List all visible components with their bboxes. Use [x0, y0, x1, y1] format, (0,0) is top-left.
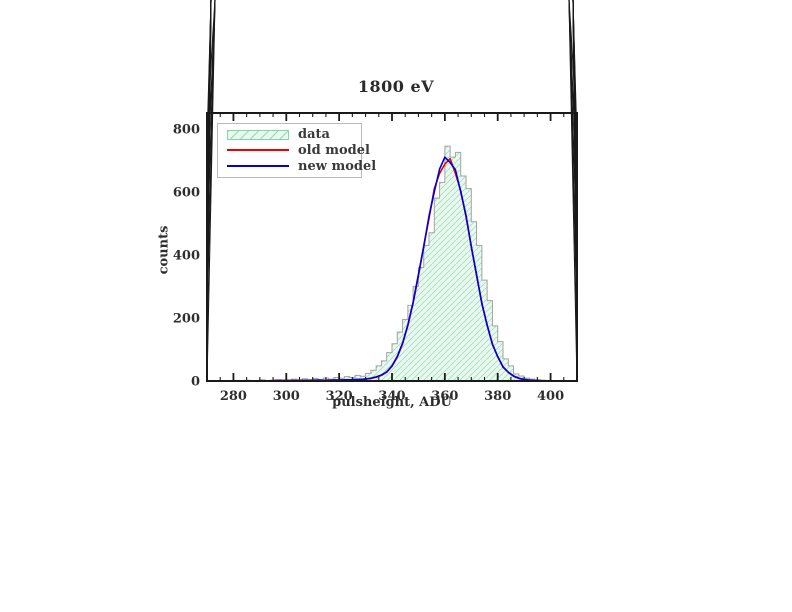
- legend-item-data: data: [227, 127, 355, 142]
- data-hatch-swatch: [227, 129, 289, 140]
- x-axis-label: pulsheight, ADU: [332, 395, 452, 410]
- y-tick-label: 600: [173, 185, 200, 200]
- legend: data old model new model: [217, 123, 376, 178]
- axis-ticks: [206, 0, 578, 382]
- old-model-line-swatch: [227, 149, 289, 152]
- new-model-line-swatch: [227, 165, 289, 168]
- legend-item-new-model: new model: [227, 159, 376, 174]
- y-tick-label: 400: [173, 248, 200, 263]
- y-tick-label: 200: [173, 311, 200, 326]
- legend-label: old model: [298, 142, 370, 158]
- x-tick-label: 320: [326, 389, 353, 404]
- x-tick-label: 380: [484, 389, 511, 404]
- chart-title: 1800 eV: [357, 77, 435, 96]
- x-tick-label: 340: [378, 389, 405, 404]
- tick-labels: 280 300 320 340 360 380 400 0 200 400 600 800: [173, 122, 564, 404]
- x-tick-label: 300: [273, 389, 300, 404]
- y-tick-label: 0: [191, 375, 200, 390]
- x-tick-label: 400: [537, 389, 564, 404]
- legend-item-old-model: old model: [227, 143, 370, 158]
- data-histogram: [208, 145, 576, 381]
- x-tick-label: 360: [431, 389, 458, 404]
- y-tick-label: 800: [173, 122, 200, 137]
- x-tick-label: 280: [220, 389, 247, 404]
- legend-label: data: [298, 127, 330, 143]
- legend-label: new model: [298, 158, 377, 174]
